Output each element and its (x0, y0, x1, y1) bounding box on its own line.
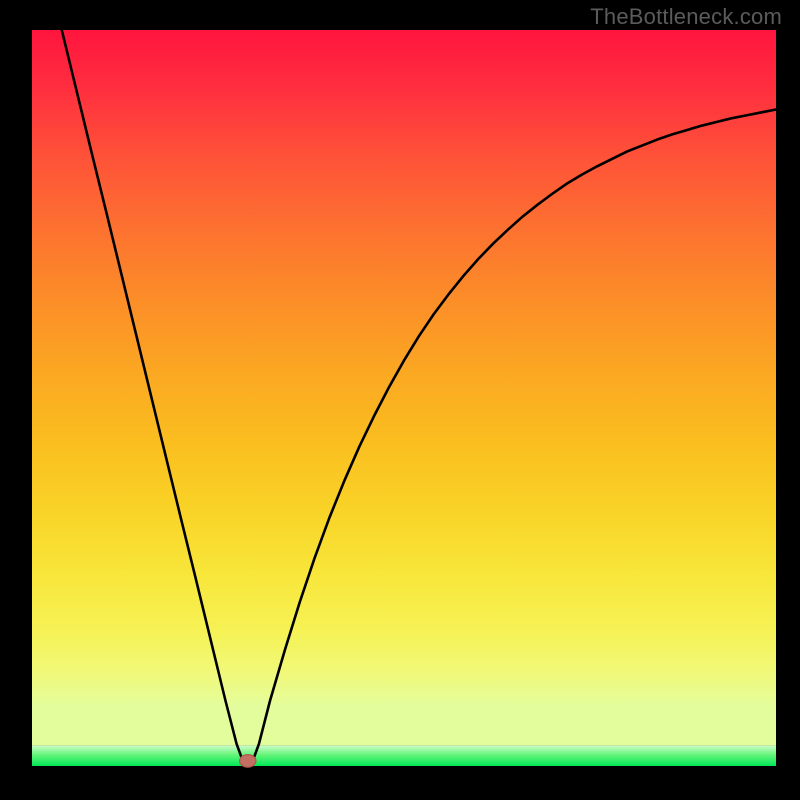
min-marker (240, 755, 256, 768)
watermark-text: TheBottleneck.com (590, 4, 782, 30)
green-band (32, 745, 776, 766)
chart-container: TheBottleneck.com (0, 0, 800, 800)
chart-svg (0, 0, 800, 800)
